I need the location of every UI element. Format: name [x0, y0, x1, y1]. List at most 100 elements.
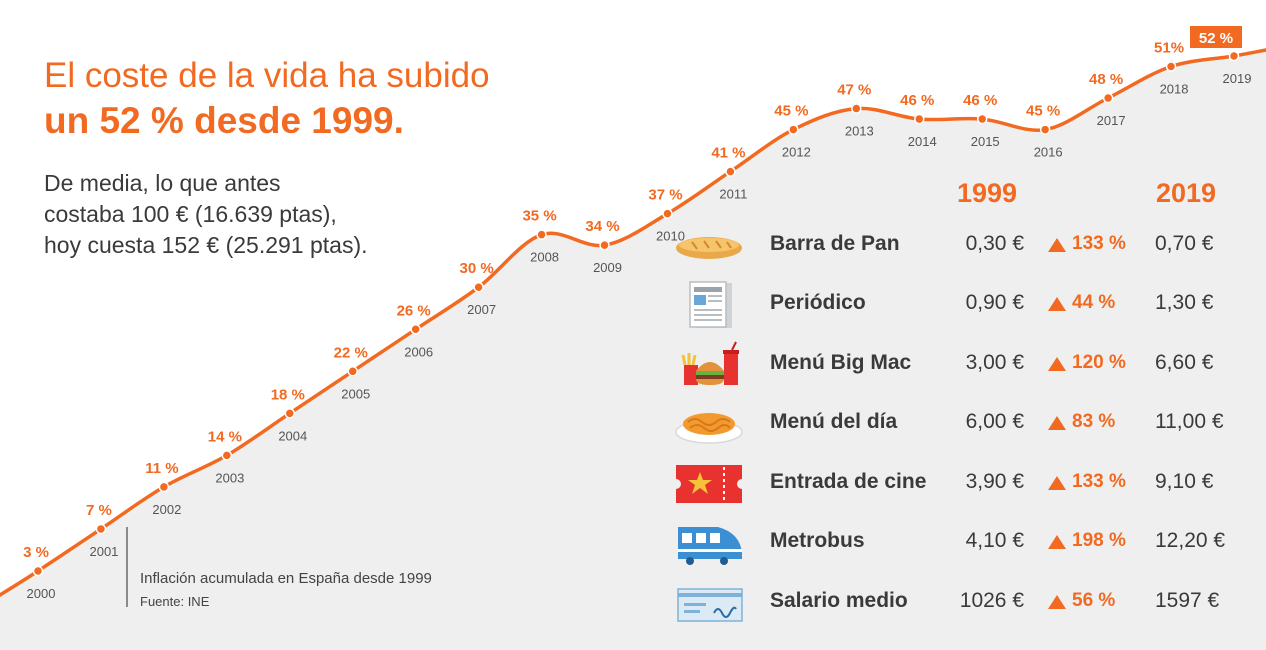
burger-meal-icon — [681, 341, 739, 385]
data-point — [1039, 124, 1051, 135]
up-arrow-icon — [1048, 238, 1066, 252]
year-tick-label: 2009 — [593, 260, 622, 275]
value-label: 22 % — [334, 344, 368, 361]
price-row-big-mac: Menú Big Mac 3,00 € 120 % 6,60 € — [670, 339, 1260, 391]
bread-icon — [676, 237, 742, 259]
price-change: 83 % — [1072, 411, 1116, 432]
year-tick-label: 2013 — [845, 124, 874, 139]
data-point — [976, 113, 988, 125]
year-tick-label: 2012 — [782, 145, 811, 160]
year-tick-label: 2008 — [530, 250, 559, 265]
price-change: 56 % — [1072, 590, 1116, 611]
value-label: 30 % — [460, 260, 494, 277]
price-1999: 3,90 € — [965, 470, 1024, 493]
chart-area-fill — [0, 50, 1266, 650]
value-label: 18 % — [271, 386, 305, 403]
item-name: Barra de Pan — [770, 232, 900, 255]
price-1999: 0,30 € — [965, 232, 1024, 255]
data-point — [662, 208, 673, 219]
year-tick-label: 2019 — [1223, 71, 1252, 86]
headline-line-1: El coste de la vida ha subido — [44, 56, 490, 95]
item-name: Periódico — [770, 291, 866, 314]
data-point — [851, 103, 862, 114]
price-row-metrobus: Metrobus 4,10 € 198 % 12,20 € — [670, 517, 1260, 569]
price-2019: 0,70 € — [1155, 232, 1214, 255]
price-change: 120 % — [1072, 352, 1126, 373]
value-label: 37 % — [648, 187, 682, 204]
up-arrow-icon — [1048, 535, 1066, 549]
data-point — [410, 324, 421, 335]
chart-caption: Inflación acumulada en España desde 1999 — [140, 570, 432, 587]
source-credit: Fuente: INE — [140, 594, 210, 609]
price-2019: 1597 € — [1155, 589, 1220, 612]
price-2019: 1,30 € — [1155, 291, 1214, 314]
column-header-2019: 2019 — [1156, 178, 1217, 208]
year-tick-label: 2018 — [1160, 82, 1189, 97]
item-name: Metrobus — [770, 529, 865, 552]
price-row-salary: Salario medio 1026 € 56 % 1597 € — [670, 577, 1260, 629]
subtitle-line-2: costaba 100 € (16.639 ptas), — [44, 201, 337, 227]
price-row-bread: Barra de Pan 0,30 € 133 % 0,70 € — [670, 220, 1260, 272]
value-label: 35 % — [522, 208, 556, 225]
up-arrow-icon — [1048, 297, 1066, 311]
value-label: 51% — [1154, 40, 1184, 57]
subtitle-line-3: hoy cuesta 152 € (25.291 ptas). — [44, 232, 368, 258]
last-value-badge — [1190, 26, 1242, 48]
data-point — [221, 450, 233, 461]
value-label: 45 % — [774, 103, 808, 120]
price-2019: 11,00 € — [1155, 410, 1224, 433]
data-point — [536, 229, 547, 240]
cinema-ticket-icon — [676, 465, 742, 503]
price-2019: 9,10 € — [1155, 470, 1214, 493]
value-label: 47 % — [837, 82, 871, 99]
data-point — [158, 481, 170, 493]
year-tick-label: 2007 — [467, 302, 496, 317]
value-label: 45 % — [1026, 103, 1060, 120]
value-label: 11 % — [145, 460, 178, 477]
item-name: Menú del día — [770, 410, 898, 433]
price-1999: 3,00 € — [965, 351, 1024, 374]
year-tick-label: 2015 — [971, 134, 1000, 149]
data-point — [95, 523, 107, 535]
year-tick-label: 2016 — [1034, 145, 1063, 160]
up-arrow-icon — [1048, 357, 1066, 371]
price-row-newspaper: Periódico 0,90 € 44 % 1,30 € — [670, 279, 1260, 331]
data-point — [725, 166, 736, 177]
subtitle: De media, lo que antes costaba 100 € (16… — [44, 168, 368, 261]
data-point — [32, 565, 44, 577]
year-tick-label: 2006 — [404, 344, 433, 359]
price-change: 133 % — [1072, 471, 1126, 492]
price-2019: 6,60 € — [1155, 351, 1214, 374]
value-label: 26 % — [397, 302, 431, 319]
item-name: Menú Big Mac — [770, 351, 912, 374]
value-label: 52 % — [1199, 30, 1233, 47]
value-label: 48 % — [1089, 71, 1123, 88]
price-row-menu-del-dia: Menú del día 6,00 € 83 % 11,00 € — [670, 398, 1260, 450]
price-1999: 4,10 € — [965, 529, 1024, 552]
inflation-series-line — [0, 48, 1266, 597]
up-arrow-icon — [1048, 416, 1066, 430]
item-name: Entrada de cine — [770, 470, 927, 493]
up-arrow-icon — [1048, 595, 1066, 609]
year-tick-label: 2005 — [341, 386, 370, 401]
source-divider — [126, 527, 128, 607]
data-point — [347, 366, 358, 377]
price-change: 198 % — [1072, 530, 1126, 551]
price-row-cinema: Entrada de cine 3,90 € 133 % 9,10 € — [670, 458, 1260, 510]
value-label: 14 % — [208, 428, 242, 445]
headline-line-2: un 52 % desde 1999. — [44, 100, 404, 141]
item-name: Salario medio — [770, 589, 908, 612]
up-arrow-icon — [1048, 476, 1066, 490]
data-point — [914, 113, 925, 125]
newspaper-icon — [689, 281, 732, 328]
data-point — [284, 408, 296, 419]
data-point — [599, 239, 610, 251]
data-point — [788, 124, 799, 135]
price-1999: 0,90 € — [965, 291, 1024, 314]
year-tick-label: 2000 — [27, 586, 56, 601]
year-tick-label: 2014 — [908, 134, 937, 149]
value-label: 7 % — [86, 502, 112, 519]
price-1999: 6,00 € — [965, 410, 1024, 433]
